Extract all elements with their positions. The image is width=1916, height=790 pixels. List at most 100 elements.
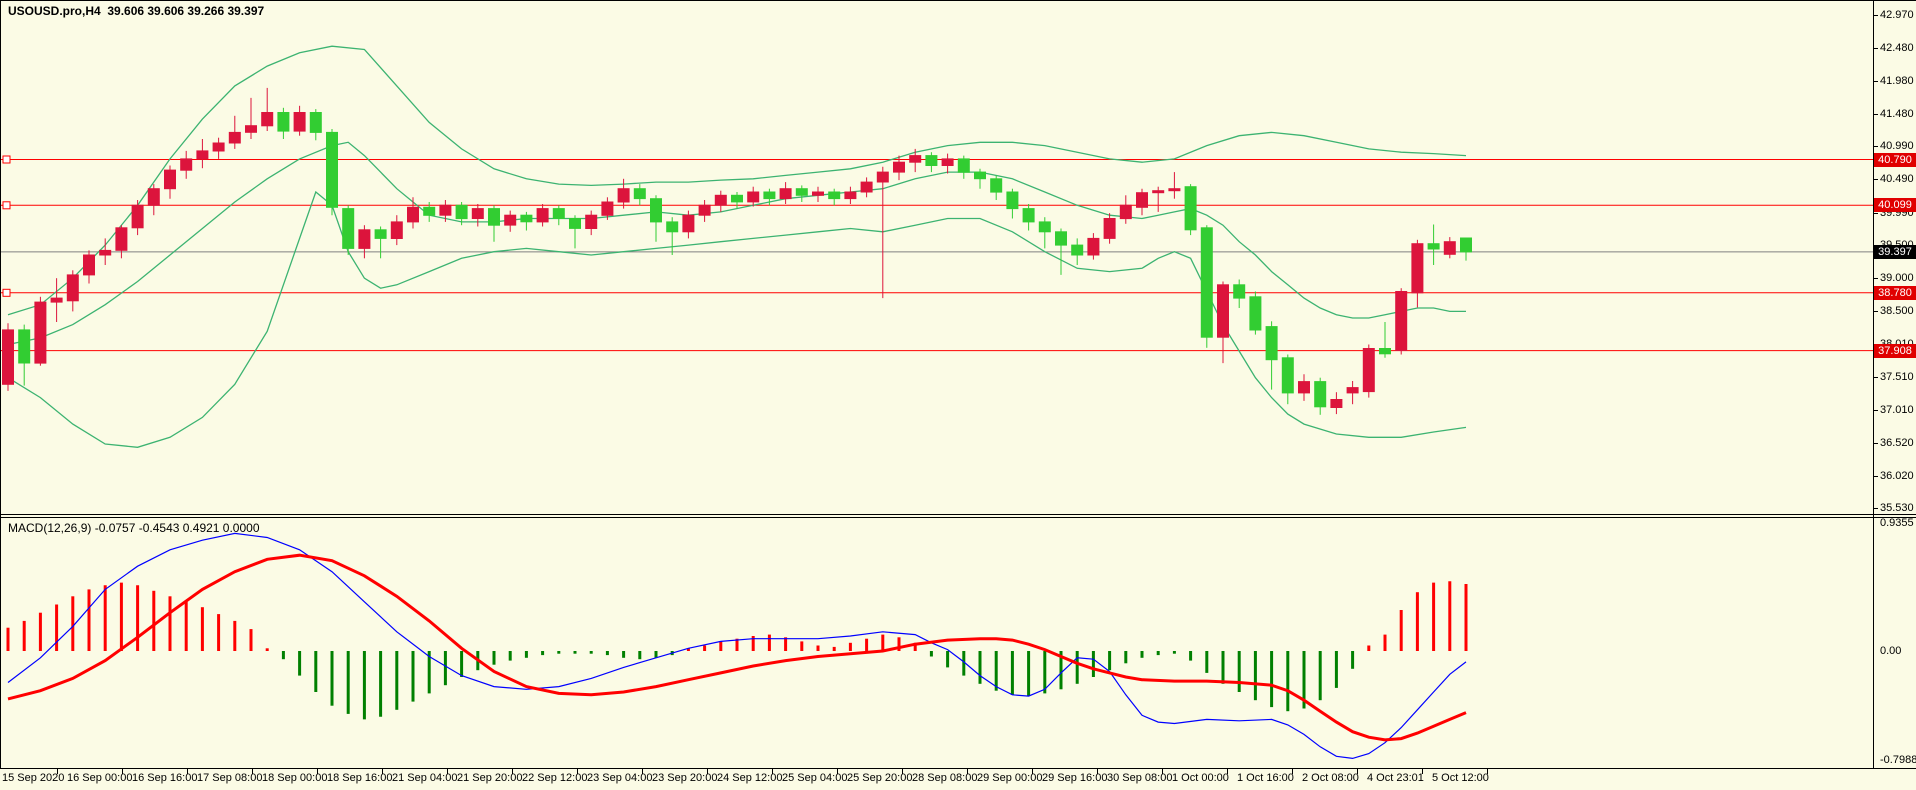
candle-body bbox=[828, 191, 841, 200]
candle-body bbox=[1071, 244, 1084, 256]
candle-body bbox=[795, 188, 808, 196]
candle-body bbox=[682, 214, 695, 233]
candle-body bbox=[390, 221, 403, 239]
hline-price-badge: 38.780 bbox=[1874, 285, 1916, 300]
time-axis-label: 1 Oct 16:00 bbox=[1237, 772, 1294, 784]
time-axis-tick bbox=[902, 769, 903, 774]
time-axis-tick bbox=[512, 769, 513, 774]
candle-body bbox=[504, 214, 517, 226]
price-axis-tick bbox=[1873, 508, 1878, 510]
time-axis-tick bbox=[577, 769, 578, 774]
macd-axis-label: 0.9355 bbox=[1880, 517, 1914, 529]
price-axis-label: 40.490 bbox=[1880, 173, 1914, 186]
price-axis-tick bbox=[1873, 47, 1878, 49]
candle-body bbox=[974, 171, 986, 180]
time-axis-label: 17 Sep 08:00 bbox=[197, 772, 263, 784]
chart-title-ohlc: USOUSD.pro,H4 39.606 39.606 39.266 39.39… bbox=[8, 4, 265, 18]
candle-body bbox=[536, 208, 549, 223]
candle-body bbox=[1362, 348, 1375, 393]
candle-body bbox=[1152, 190, 1165, 194]
candle-body bbox=[666, 221, 679, 233]
candle-body bbox=[1087, 237, 1100, 256]
time-axis-label: 28 Sep 08:00 bbox=[912, 772, 978, 784]
time-axis-label: 16 Sep 16:00 bbox=[132, 772, 198, 784]
price-axis-tick bbox=[1873, 15, 1878, 16]
candle-body bbox=[1379, 348, 1391, 355]
price-axis-label: 39.000 bbox=[1880, 272, 1914, 285]
candle-body bbox=[488, 208, 500, 226]
time-axis-tick bbox=[57, 769, 58, 774]
candle-body bbox=[245, 125, 257, 133]
time-axis-tick bbox=[642, 769, 643, 774]
candle-body bbox=[1168, 188, 1181, 192]
candle-body bbox=[66, 274, 79, 302]
candle-body bbox=[633, 188, 646, 200]
candle-body bbox=[1006, 191, 1019, 210]
time-axis-tick bbox=[252, 769, 253, 774]
hline-marker[interactable] bbox=[2, 155, 11, 164]
candle-body bbox=[990, 178, 1003, 193]
candle-body bbox=[228, 131, 241, 144]
candle-body bbox=[374, 229, 387, 239]
candle-body bbox=[1217, 284, 1229, 338]
time-axis-label: 29 Sep 00:00 bbox=[977, 772, 1043, 784]
candle-body bbox=[18, 329, 31, 364]
time-axis-tick bbox=[122, 769, 123, 774]
time-axis-label: 23 Sep 20:00 bbox=[652, 772, 718, 784]
candle-body bbox=[1103, 218, 1116, 239]
candle-body bbox=[342, 208, 355, 249]
macd-line bbox=[7, 532, 1467, 760]
panel-divider[interactable] bbox=[0, 514, 1916, 515]
price-axis-label: 35.530 bbox=[1880, 502, 1914, 515]
hline-marker[interactable] bbox=[2, 201, 11, 210]
price-axis-tick bbox=[1873, 377, 1878, 378]
candle-body bbox=[763, 191, 776, 200]
bollinger-lower-band[interactable] bbox=[7, 190, 1467, 448]
hline-marker[interactable] bbox=[2, 288, 11, 297]
hline-price-badge: 40.099 bbox=[1874, 198, 1916, 213]
bollinger-upper-band[interactable] bbox=[7, 45, 1467, 316]
time-axis-tick bbox=[317, 769, 318, 774]
candle-body bbox=[99, 249, 112, 256]
candle-body bbox=[1298, 381, 1310, 394]
time-axis-tick bbox=[187, 769, 188, 774]
candle-body bbox=[860, 181, 873, 193]
candle-body bbox=[1022, 208, 1035, 223]
time-axis-label: 2 Oct 08:00 bbox=[1302, 772, 1359, 784]
candle-body bbox=[925, 155, 938, 167]
candle-body bbox=[1460, 237, 1472, 253]
candle-body bbox=[1314, 381, 1327, 408]
candle-body bbox=[212, 142, 225, 152]
candle-body bbox=[779, 188, 792, 200]
time-axis-label: 24 Sep 12:00 bbox=[717, 772, 783, 784]
candle-body bbox=[1427, 243, 1440, 250]
candle-body bbox=[277, 112, 290, 132]
candle-body bbox=[423, 206, 436, 216]
time-axis-tick bbox=[1292, 769, 1293, 774]
candle-body bbox=[909, 155, 922, 163]
time-axis-label: 5 Oct 12:00 bbox=[1432, 772, 1489, 784]
time-axis-tick bbox=[382, 769, 383, 774]
candle-body bbox=[650, 198, 662, 223]
candle-body bbox=[164, 169, 176, 190]
candle-body bbox=[293, 112, 306, 132]
time-axis-tick bbox=[1227, 769, 1228, 774]
bollinger-middle-band[interactable] bbox=[7, 141, 1466, 346]
main-chart-canvas[interactable] bbox=[0, 0, 1873, 514]
time-axis-label: 1 Oct 00:00 bbox=[1172, 772, 1229, 784]
time-axis-tick bbox=[837, 769, 838, 774]
plot-border-top bbox=[0, 0, 1916, 1]
time-axis-label: 22 Sep 12:00 bbox=[522, 772, 588, 784]
macd-indicator-canvas[interactable] bbox=[0, 518, 1873, 768]
candle-body bbox=[1330, 399, 1343, 408]
price-axis-tick bbox=[1873, 410, 1878, 412]
candle-body bbox=[1184, 186, 1197, 231]
plot-border-left bbox=[0, 0, 1, 769]
candle-body bbox=[50, 297, 63, 303]
candle-body bbox=[585, 214, 598, 229]
price-axis-tick bbox=[1873, 146, 1878, 148]
price-axis-label: 40.990 bbox=[1880, 140, 1914, 153]
candle-body bbox=[34, 301, 47, 364]
price-axis-label: 42.480 bbox=[1880, 41, 1914, 54]
candle-body bbox=[1411, 243, 1424, 294]
